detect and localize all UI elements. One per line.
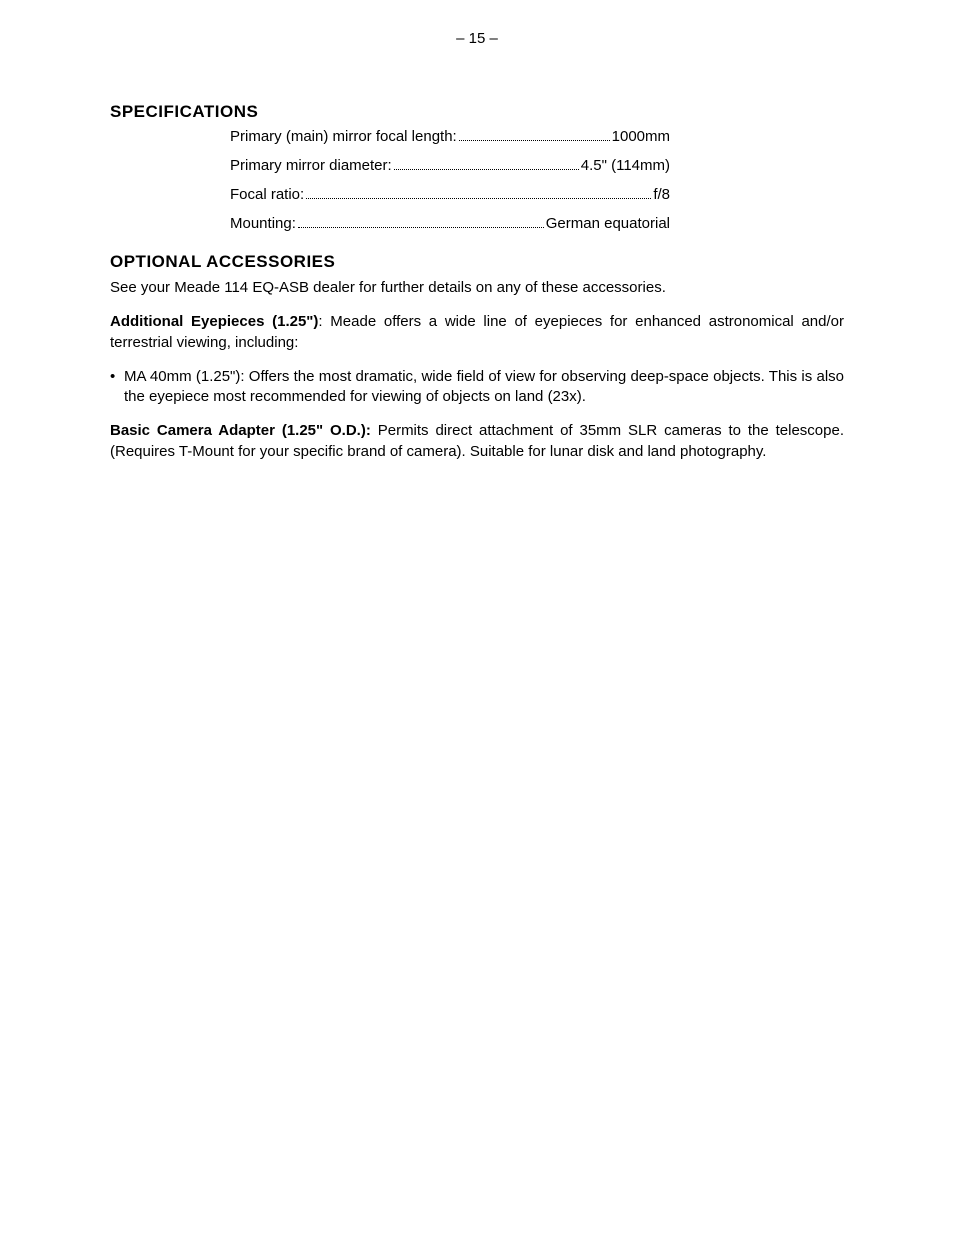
spec-value: 4.5" (114mm) xyxy=(581,157,670,174)
spec-value: 1000mm xyxy=(612,128,670,145)
spec-label: Focal ratio: xyxy=(230,186,304,203)
camera-adapter-paragraph: Basic Camera Adapter (1.25" O.D.): Permi… xyxy=(110,421,844,462)
camera-adapter-lead-bold: Basic Camera Adapter (1.25" O.D.): xyxy=(110,422,371,439)
spec-label: Mounting: xyxy=(230,215,296,232)
spec-row: Mounting: German equatorial xyxy=(230,215,670,232)
eyepieces-lead-bold: Additional Eyepieces (1.25") xyxy=(110,313,318,330)
dot-leader xyxy=(306,198,651,199)
eyepieces-paragraph: Additional Eyepieces (1.25"): Meade offe… xyxy=(110,312,844,353)
spec-row: Primary (main) mirror focal length: 1000… xyxy=(230,128,670,145)
spec-value: f/8 xyxy=(653,186,670,203)
spec-value: German equatorial xyxy=(546,215,670,232)
dot-leader xyxy=(298,227,544,228)
page-number: – 15 – xyxy=(110,30,844,47)
accessories-heading: OPTIONAL ACCESSORIES xyxy=(110,252,844,272)
eyepiece-bullet: • MA 40mm (1.25"): Offers the most drama… xyxy=(110,367,844,408)
spec-row: Focal ratio: f/8 xyxy=(230,186,670,203)
bullet-icon: • xyxy=(110,367,124,408)
accessories-intro: See your Meade 114 EQ-ASB dealer for fur… xyxy=(110,278,844,298)
bullet-text: MA 40mm (1.25"): Offers the most dramati… xyxy=(124,367,844,408)
specifications-list: Primary (main) mirror focal length: 1000… xyxy=(230,128,844,232)
document-page: – 15 – SPECIFICATIONS Primary (main) mir… xyxy=(0,0,954,462)
dot-leader xyxy=(394,169,579,170)
spec-label: Primary (main) mirror focal length: xyxy=(230,128,457,145)
spec-label: Primary mirror diameter: xyxy=(230,157,392,174)
specifications-heading: SPECIFICATIONS xyxy=(110,102,844,122)
dot-leader xyxy=(459,140,610,141)
spec-row: Primary mirror diameter: 4.5" (114mm) xyxy=(230,157,670,174)
